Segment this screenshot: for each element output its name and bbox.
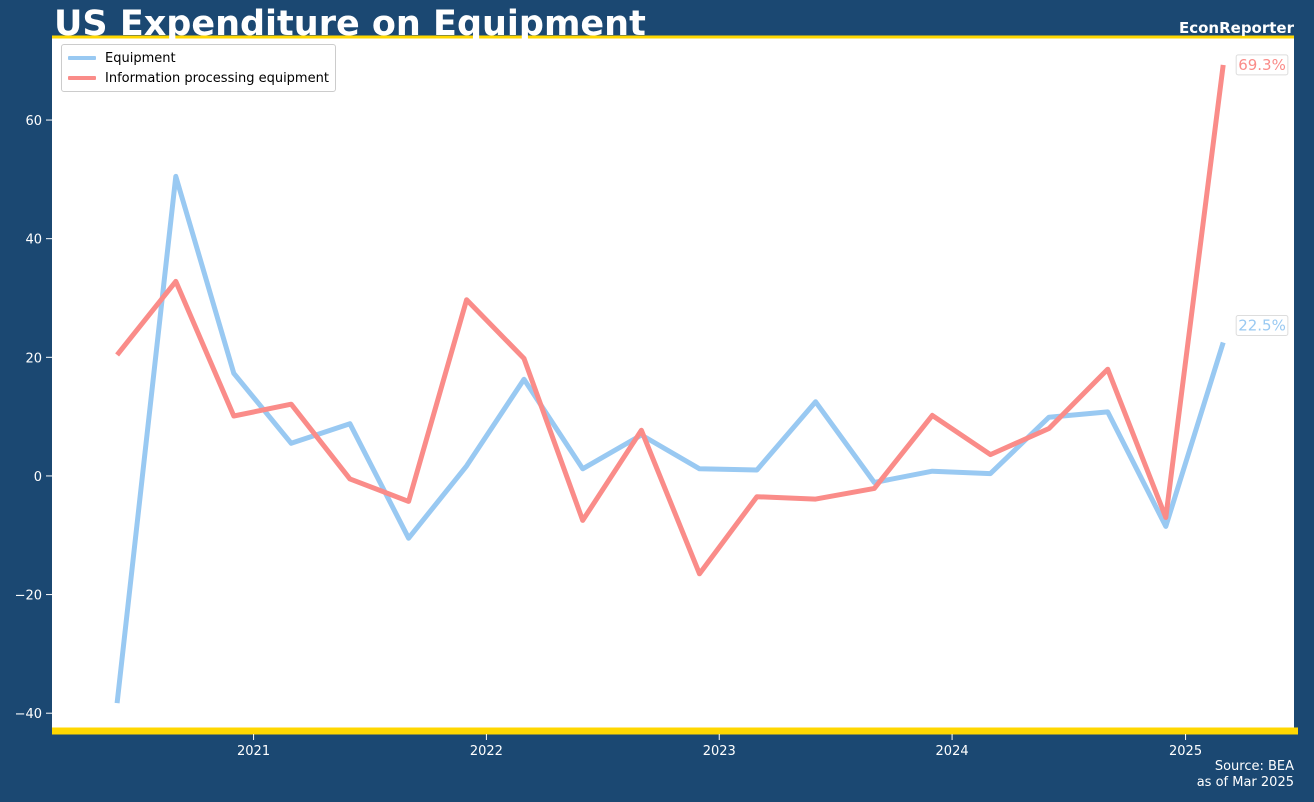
end-label-info-processing: 69.3% <box>1235 54 1289 76</box>
series-lines <box>114 64 1226 704</box>
y-tick-label: 40 <box>25 233 42 248</box>
legend-item-info-processing: Information processing equipment <box>68 68 329 88</box>
source-text: Source: BEA <box>1214 759 1294 774</box>
legend-label-info-processing: Information processing equipment <box>105 70 329 86</box>
end-label-text: 69.3% <box>1238 56 1286 74</box>
y-tick-label: 20 <box>25 351 42 366</box>
end-label-text: 22.5% <box>1238 316 1286 334</box>
chart-title: US Expenditure on Equipment <box>54 4 646 44</box>
y-axis: −40 −20 0 20 40 60 <box>15 114 52 722</box>
x-tick-label: 2025 <box>1169 744 1202 759</box>
end-labels: 22.5% 69.3% <box>1235 54 1289 336</box>
legend-swatch-equipment <box>68 56 96 60</box>
legend: Equipment Information processing equipme… <box>61 44 336 92</box>
x-axis: 2021 2022 2023 2024 2025 <box>237 734 1202 759</box>
legend-swatch-info-processing <box>68 76 96 80</box>
y-tick-label: 60 <box>25 114 42 129</box>
x-tick-label: 2022 <box>470 744 503 759</box>
y-tick-label: −40 <box>15 707 42 722</box>
y-tick-label: 0 <box>34 470 42 485</box>
series-line-info-processing <box>115 64 1226 577</box>
x-tick-label: 2021 <box>237 744 270 759</box>
plot-area <box>52 37 1294 731</box>
brand-name: EconReporter <box>1178 19 1294 37</box>
legend-item-equipment: Equipment <box>68 48 329 68</box>
source-note: Source: BEA as of Mar 2025 <box>1197 759 1294 791</box>
legend-label-equipment: Equipment <box>105 50 176 66</box>
as-of-text: as of Mar 2025 <box>1196 775 1294 790</box>
x-tick-label: 2023 <box>703 744 736 759</box>
end-label-equipment: 22.5% <box>1235 314 1289 336</box>
x-tick-label: 2024 <box>936 744 969 759</box>
y-tick-label: −20 <box>15 589 42 604</box>
series-line-equipment <box>114 173 1226 704</box>
